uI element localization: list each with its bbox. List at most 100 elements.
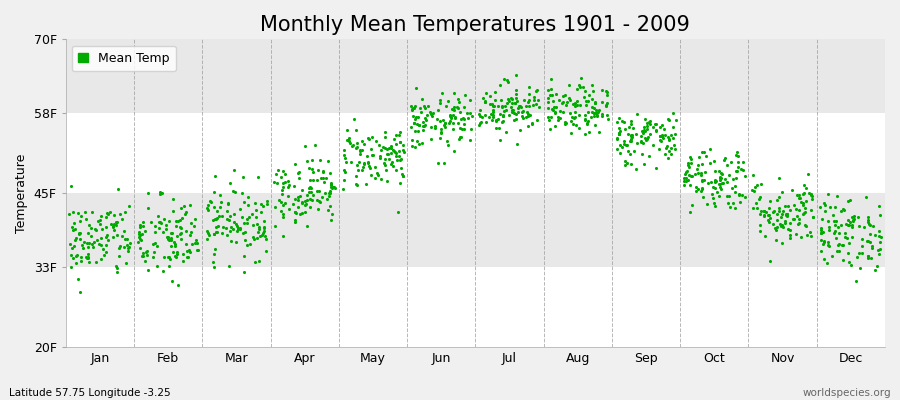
Point [210,208,224,214]
Point [551,117,565,124]
Point [579,98,593,104]
Point [237,268,251,275]
Point [639,137,653,144]
Point [666,110,680,116]
Point [424,136,438,142]
Point [412,141,427,148]
Point [361,135,375,142]
Point [448,114,463,120]
Point [112,243,127,250]
Point [73,218,87,224]
Point [423,124,437,130]
Point [118,209,132,215]
Point [409,85,423,92]
Point [429,116,444,122]
Point [269,171,284,177]
Point [148,229,162,236]
Point [89,259,104,265]
Point [161,234,176,240]
Point [857,224,871,230]
Point [731,152,745,159]
Point [80,240,94,246]
Point [725,200,740,206]
Point [486,107,500,113]
Point [392,153,406,160]
Point [721,200,735,206]
Point [457,104,472,110]
Point [184,241,199,247]
Point [722,172,736,178]
Point [326,184,340,190]
Point [146,254,160,260]
Point [204,199,219,205]
Point [496,113,510,119]
Point [152,191,166,198]
Point [411,122,426,128]
Point [775,189,789,196]
Point [767,208,781,215]
Point [443,112,457,119]
Point [525,120,539,127]
Point [814,230,828,236]
Point [872,228,886,234]
Point [595,99,609,105]
Point [500,100,514,106]
Point [792,194,806,201]
Point [494,96,508,103]
Point [133,232,148,239]
Point [395,171,410,178]
Point [139,249,153,255]
Point [800,171,814,177]
Point [570,86,584,92]
Point [463,136,477,143]
Point [630,140,644,146]
Point [100,210,114,216]
Point [170,249,184,255]
Point [66,209,80,216]
Point [421,103,436,109]
Point [67,220,81,226]
Point [833,222,848,228]
Point [151,212,166,219]
Point [570,102,584,109]
Point [545,91,560,98]
Point [344,159,358,166]
Point [171,282,185,288]
Point [300,192,314,199]
Point [652,133,667,139]
Point [821,218,835,224]
Point [116,228,130,234]
Point [405,106,419,113]
Point [393,139,408,145]
Point [377,161,392,168]
Point [695,149,709,156]
Point [522,97,536,104]
Point [682,172,697,178]
Point [274,199,288,206]
Point [770,196,784,203]
Point [183,249,197,256]
Point [497,108,511,114]
Point [661,116,675,122]
Point [207,264,221,270]
Point [625,134,639,140]
Point [224,237,238,244]
Point [418,122,432,128]
Point [440,138,454,144]
Point [495,103,509,109]
Point [410,128,425,134]
Point [110,269,124,276]
Point [282,206,296,212]
Point [683,154,698,160]
Point [822,242,836,249]
Point [642,118,656,125]
Point [491,115,505,122]
Point [180,254,194,260]
Point [600,112,615,118]
Point [336,186,350,192]
Point [108,222,122,228]
Point [256,229,270,236]
Point [368,138,382,144]
Point [251,229,266,236]
Point [452,136,466,142]
